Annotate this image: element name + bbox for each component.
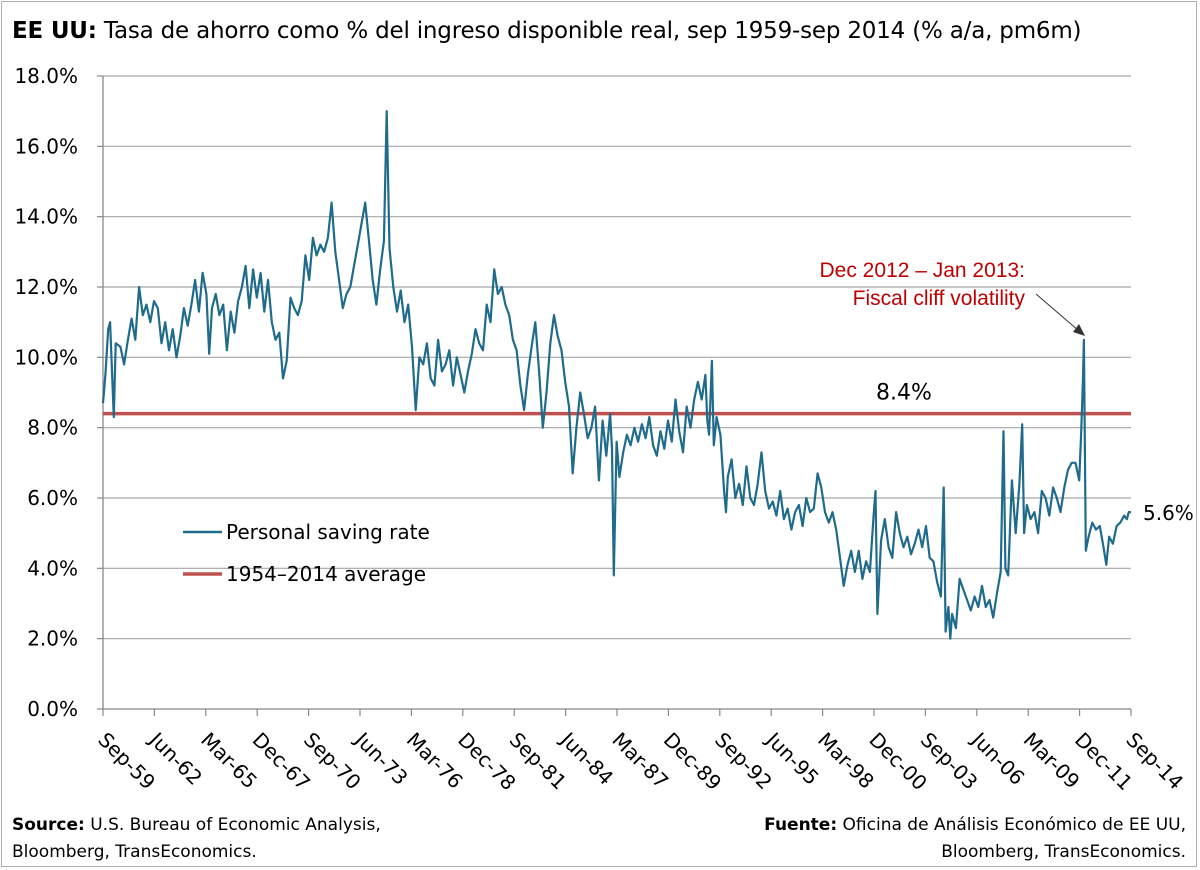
title-text: Tasa de ahorro como % del ingreso dispon… [103, 18, 1082, 44]
source-line-1: U.S. Bureau of Economic Analysis, [90, 815, 381, 835]
y-tick-label: 0.0% [27, 697, 78, 721]
annotation-line-1: Dec 2012 – Jan 2013: [820, 259, 1026, 282]
x-tick-label: Sep-70 [299, 728, 366, 795]
x-tick-label: Mar-65 [196, 728, 262, 794]
y-tick-label: 12.0% [14, 275, 78, 299]
fiscal-cliff-annotation: Dec 2012 – Jan 2013: Fiscal cliff volati… [820, 259, 1085, 336]
source-note-english: Source: U.S. Bureau of Economic Analysis… [12, 812, 381, 866]
chart-svg: 0.0% 2.0% 4.0% 6.0% 8.0% 10.0% 12.0% 14.0% 16.0%… [14, 64, 1194, 795]
source-line-2: Bloomberg, TransEconomics. [12, 842, 257, 862]
fuente-line-1: Oficina de Análisis Económico de EE UU, [842, 815, 1186, 835]
x-tick-label: Mar-76 [402, 728, 468, 794]
y-axis: 0.0% 2.0% 4.0% 6.0% 8.0% 10.0% 12.0% 14.0% 16.0%… [14, 64, 104, 721]
saving-rate-line [101, 110, 1131, 640]
x-tick-label: Sep-03 [916, 728, 983, 795]
x-tick-label: Sep-81 [505, 728, 572, 795]
x-tick-label: Mar-98 [813, 728, 879, 794]
y-tick-label: 4.0% [27, 556, 78, 580]
fuente-line-2: Bloomberg, TransEconomics. [941, 842, 1186, 862]
legend: Personal saving rate 1954–2014 average [183, 520, 430, 586]
x-tick-label: Sep-92 [710, 728, 777, 795]
annotation-arrow [1035, 293, 1080, 332]
y-tick-label: 10.0% [14, 345, 78, 369]
title-country: EE UU: [12, 18, 97, 44]
y-tick-label: 14.0% [14, 205, 78, 229]
y-tick-label: 2.0% [27, 627, 78, 651]
average-label: 8.4% [876, 381, 932, 406]
legend-label-saving-rate: Personal saving rate [226, 520, 430, 544]
source-note-spanish: Fuente: Oficina de Análisis Económico de… [764, 812, 1186, 866]
y-tick-label: 18.0% [14, 64, 78, 88]
annotation-line-2: Fiscal cliff volatility [853, 287, 1026, 310]
y-tick-label: 16.0% [14, 134, 78, 158]
fuente-label: Fuente: [764, 815, 838, 835]
x-tick-label: Mar-09 [1019, 728, 1085, 794]
source-label: Source: [12, 815, 85, 835]
legend-label-average: 1954–2014 average [226, 562, 426, 586]
last-value-label: 5.6% [1143, 501, 1194, 525]
y-tick-label: 8.0% [27, 416, 78, 440]
grid-lines [103, 75, 1131, 640]
annotation-arrow-head [1073, 324, 1085, 336]
y-tick-label: 6.0% [27, 486, 78, 510]
chart-title: EE UU: Tasa de ahorro como % del ingreso… [12, 18, 1082, 44]
x-tick-label: Sep-14 [1121, 728, 1188, 795]
x-tick-label: Mar-87 [607, 728, 673, 794]
x-tick-label: Sep-59 [93, 728, 160, 795]
x-axis: Sep-59Jun-62Mar-65Dec-67Sep-70Jun-73Mar-… [93, 708, 1188, 795]
